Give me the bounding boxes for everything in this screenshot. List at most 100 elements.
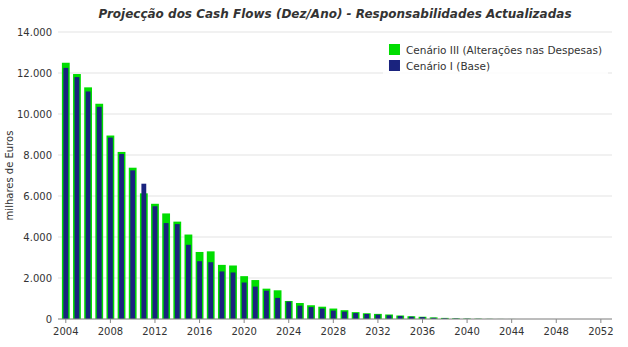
bar bbox=[342, 312, 347, 319]
x-tick bbox=[110, 319, 111, 323]
bar bbox=[106, 136, 114, 319]
y-tick-label: 8.000 bbox=[23, 150, 52, 161]
bar bbox=[307, 305, 315, 319]
bar bbox=[364, 314, 369, 319]
bar bbox=[320, 309, 325, 319]
x-tick bbox=[244, 319, 245, 323]
x-tick bbox=[467, 319, 468, 323]
bar bbox=[62, 63, 70, 319]
y-axis-label: milhares de Euros bbox=[4, 131, 15, 221]
x-axis: 2004200820122016202020242028203220362040… bbox=[53, 319, 614, 337]
grid-line bbox=[58, 319, 612, 320]
y-tick-label: 0 bbox=[46, 314, 52, 325]
bar bbox=[274, 290, 282, 319]
bar bbox=[141, 184, 146, 319]
grid bbox=[58, 32, 612, 319]
series bbox=[62, 63, 516, 319]
x-tick bbox=[377, 319, 378, 323]
bar bbox=[95, 104, 103, 319]
bar bbox=[296, 303, 304, 319]
grid-line bbox=[58, 155, 612, 156]
bar bbox=[285, 301, 293, 319]
x-tick bbox=[65, 319, 66, 323]
bar bbox=[173, 222, 181, 319]
x-tick-label: 2020 bbox=[231, 326, 256, 337]
x-tick-label: 2016 bbox=[187, 326, 212, 337]
bar bbox=[185, 235, 193, 319]
x-tick-label: 2048 bbox=[544, 326, 569, 337]
bar bbox=[118, 152, 126, 319]
bar bbox=[286, 302, 291, 319]
x-tick-label: 2008 bbox=[98, 326, 123, 337]
y-axis: 02.0004.0006.0008.00010.00012.00014.000 bbox=[17, 27, 52, 325]
bar bbox=[341, 310, 349, 319]
bar bbox=[119, 154, 124, 319]
x-tick-label: 2012 bbox=[142, 326, 167, 337]
y-tick-label: 14.000 bbox=[17, 27, 52, 38]
bar bbox=[207, 251, 215, 319]
y-tick-label: 6.000 bbox=[23, 191, 52, 202]
bar bbox=[164, 223, 169, 319]
bar bbox=[329, 309, 337, 319]
x-tick bbox=[199, 319, 200, 323]
bar bbox=[363, 313, 371, 319]
bars bbox=[62, 63, 516, 319]
x-tick-label: 2032 bbox=[365, 326, 390, 337]
bar bbox=[153, 206, 158, 319]
bar bbox=[253, 287, 258, 319]
chart: Projecção dos Cash Flows (Dez/Ano) - Res… bbox=[0, 0, 628, 347]
bar bbox=[130, 170, 135, 319]
bar bbox=[374, 314, 382, 319]
legend-label: Cenário III (Alterações nas Despesas) bbox=[406, 44, 602, 56]
bar bbox=[297, 306, 302, 319]
bar bbox=[229, 265, 237, 319]
bar bbox=[240, 276, 248, 319]
bar bbox=[396, 316, 404, 319]
x-tick bbox=[154, 319, 155, 323]
x-axis-line bbox=[58, 319, 612, 320]
legend-label: Cenário I (Base) bbox=[406, 60, 490, 72]
bar bbox=[352, 312, 360, 319]
bar bbox=[108, 138, 113, 319]
bar bbox=[309, 307, 314, 319]
bar bbox=[231, 272, 236, 319]
bar bbox=[385, 314, 393, 319]
x-tick bbox=[288, 319, 289, 323]
bar bbox=[251, 280, 259, 319]
legend-swatch bbox=[389, 60, 400, 71]
legend-box bbox=[383, 36, 608, 80]
bar bbox=[263, 289, 271, 319]
y-tick-label: 2.000 bbox=[23, 273, 52, 284]
x-tick bbox=[600, 319, 601, 323]
bar bbox=[196, 252, 204, 319]
bar bbox=[97, 107, 102, 319]
bar bbox=[151, 204, 159, 319]
x-tick-label: 2036 bbox=[410, 326, 435, 337]
chart-container: Projecção dos Cash Flows (Dez/Ano) - Res… bbox=[0, 0, 628, 347]
background bbox=[0, 0, 628, 347]
bar bbox=[75, 77, 80, 319]
grid-line bbox=[58, 114, 612, 115]
bar bbox=[162, 213, 170, 319]
bar bbox=[208, 262, 213, 319]
bar bbox=[86, 91, 91, 319]
series bbox=[63, 68, 514, 319]
bar bbox=[275, 298, 280, 319]
title: Projecção dos Cash Flows (Dez/Ano) - Res… bbox=[98, 7, 571, 21]
bar bbox=[63, 68, 68, 319]
bar bbox=[219, 271, 224, 319]
bar bbox=[264, 291, 269, 319]
y-tick-label: 12.000 bbox=[17, 68, 52, 79]
bar bbox=[218, 265, 226, 319]
x-tick-label: 2052 bbox=[588, 326, 613, 337]
bar bbox=[73, 74, 81, 319]
x-tick-label: 2044 bbox=[499, 326, 524, 337]
bar bbox=[197, 261, 202, 319]
grid-line bbox=[58, 32, 612, 33]
legend-swatch bbox=[389, 44, 400, 55]
bar bbox=[84, 87, 92, 319]
bar bbox=[375, 315, 380, 319]
legend: Cenário III (Alterações nas Despesas) Cen… bbox=[383, 36, 608, 80]
x-tick bbox=[422, 319, 423, 323]
y-tick-label: 10.000 bbox=[17, 109, 52, 120]
